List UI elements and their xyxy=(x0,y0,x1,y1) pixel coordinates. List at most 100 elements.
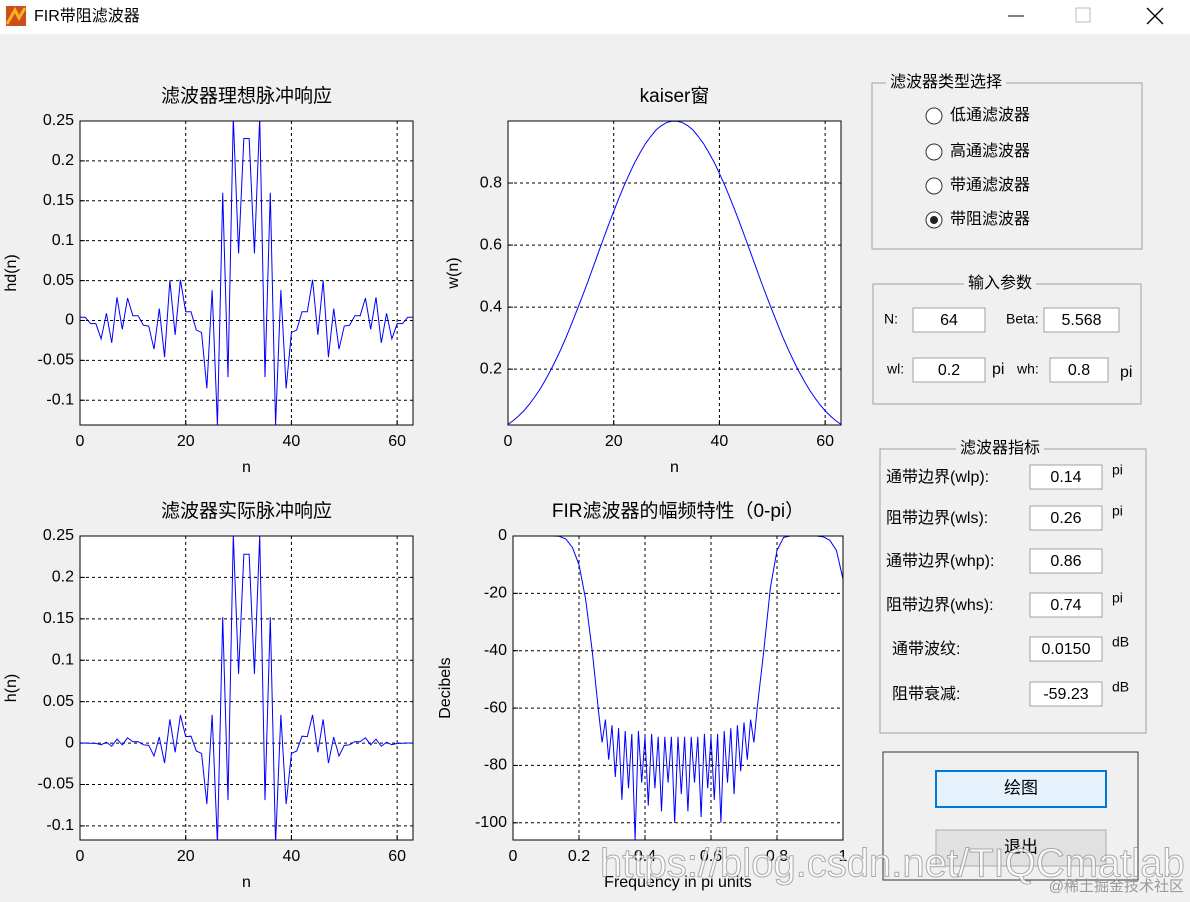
plot-area xyxy=(80,121,413,425)
spec-label: 通带边界(whp): xyxy=(886,552,994,570)
x-tick-label: 40 xyxy=(711,433,729,450)
radio-button[interactable] xyxy=(925,143,943,161)
axes-box xyxy=(79,120,414,426)
x-tick-label: 1 xyxy=(839,848,848,865)
spec-unit: pi xyxy=(1112,462,1123,478)
button[interactable] xyxy=(935,829,1107,867)
plot-area xyxy=(80,536,413,840)
watermarks: https://blog.csdn.net/TIQCmatlab@稀土掘金技术社… xyxy=(600,841,1186,895)
panel-border xyxy=(882,751,1139,881)
radio-label: 高通滤波器 xyxy=(950,142,1030,160)
y-tick-label: -40 xyxy=(484,642,507,659)
watermark: https://blog.csdn.net/TIQCmatlab xyxy=(600,842,1185,886)
text-field[interactable] xyxy=(1029,505,1103,531)
panel-title-bg xyxy=(955,439,1045,458)
text-field-value: 0.74 xyxy=(1050,597,1081,614)
button-label: 退出 xyxy=(1004,837,1038,856)
x-tick-label: 0 xyxy=(76,433,85,450)
spec-unit: dB xyxy=(1112,634,1129,650)
y-tick-label: -0.05 xyxy=(38,352,75,369)
y-tick-label: -0.1 xyxy=(46,817,74,834)
button[interactable] xyxy=(935,770,1107,808)
y-tick-label: 0 xyxy=(65,312,74,329)
field-unit: pi xyxy=(1120,364,1132,381)
y-tick-label: 0.05 xyxy=(43,272,74,289)
x-tick-label: 40 xyxy=(283,433,301,450)
text-field-value: 0.8 xyxy=(1068,362,1090,379)
text-field[interactable] xyxy=(1029,681,1103,707)
panel-title: 滤波器指标 xyxy=(960,439,1040,457)
x-tick-label: 20 xyxy=(177,848,195,865)
spec-label: 通带波纹: xyxy=(892,640,960,658)
x-tick-label: 20 xyxy=(177,433,195,450)
chart-title: kaiser窗 xyxy=(640,85,710,107)
radio-button[interactable] xyxy=(925,177,943,195)
y-tick-label: 0.15 xyxy=(43,610,74,627)
chart-title: FIR滤波器的幅频特性（0-pi） xyxy=(552,500,804,522)
data-line xyxy=(80,536,413,840)
axes-box xyxy=(79,535,414,841)
x-axis-label: Frequency in pi units xyxy=(604,874,752,891)
x-tick-label: 60 xyxy=(816,433,834,450)
title-bar xyxy=(0,0,1190,34)
text-field[interactable] xyxy=(1029,636,1103,662)
y-tick-label: -100 xyxy=(475,814,507,831)
radio-label: 带通滤波器 xyxy=(950,176,1030,194)
y-tick-label: 0.2 xyxy=(52,152,74,169)
app-icon-glyph xyxy=(5,6,27,25)
panel-title: 输入参数 xyxy=(968,274,1032,292)
y-tick-label: 0.1 xyxy=(52,651,74,668)
axes-box xyxy=(512,535,844,841)
y-tick-label: -20 xyxy=(484,585,507,602)
y-tick-label: 0.1 xyxy=(52,232,74,249)
button-label: 绘图 xyxy=(1004,778,1038,797)
x-tick-label: 20 xyxy=(605,433,623,450)
plot-area xyxy=(508,121,841,425)
y-tick-label: 0 xyxy=(65,734,74,751)
text-field[interactable] xyxy=(912,357,986,383)
text-field[interactable] xyxy=(1043,307,1120,333)
y-axis-label: w(n) xyxy=(445,257,462,289)
text-field-value: 0.0150 xyxy=(1042,641,1091,658)
text-field[interactable] xyxy=(1029,548,1103,574)
x-tick-label: 60 xyxy=(388,433,406,450)
text-field-value: -59.23 xyxy=(1043,686,1088,703)
field-unit: pi xyxy=(992,361,1004,378)
spec-unit: pi xyxy=(1112,590,1123,606)
y-tick-label: -60 xyxy=(484,699,507,716)
y-tick-label: -80 xyxy=(484,757,507,774)
axes: 0 20 40 60 -0.1 -0.05 0 0.05 0.1 0.15 0.2 0.25 滤波器实际… xyxy=(3,500,414,891)
text-field[interactable] xyxy=(912,307,986,333)
chart-title: 滤波器实际脉冲响应 xyxy=(161,500,332,522)
x-tick-label: 60 xyxy=(388,848,406,865)
y-tick-label: 0.8 xyxy=(480,174,502,191)
field-label: N: xyxy=(884,311,898,327)
y-tick-label: 0.2 xyxy=(52,569,74,586)
x-tick-label: 0 xyxy=(504,433,513,450)
spec-label: 通带边界(wlp): xyxy=(886,468,989,486)
y-axis-label: Decibels xyxy=(437,657,454,718)
x-tick-label: 0.4 xyxy=(634,848,656,865)
close-button[interactable] xyxy=(1146,7,1164,25)
y-tick-label: 0.25 xyxy=(43,112,74,129)
y-axis-label: h(n) xyxy=(3,674,20,702)
field-label: Beta: xyxy=(1006,311,1039,327)
text-field[interactable] xyxy=(1049,357,1109,383)
text-field-value: 0.2 xyxy=(938,362,960,379)
panel-border xyxy=(871,82,1143,250)
y-tick-label: -0.1 xyxy=(46,391,74,408)
text-field[interactable] xyxy=(1029,464,1103,490)
field-label: wl: xyxy=(886,361,904,377)
radio-button[interactable] xyxy=(925,107,943,125)
radio-label: 低通滤波器 xyxy=(950,106,1030,124)
data-line xyxy=(80,121,413,425)
text-field[interactable] xyxy=(1029,592,1103,618)
panel-title-bg xyxy=(963,274,1037,293)
y-tick-label: 0 xyxy=(498,527,507,544)
window-title: FIR带阻滤波器 xyxy=(34,7,140,25)
y-axis-label: hd(n) xyxy=(3,254,20,291)
panel-title-bg xyxy=(886,73,1007,92)
maximize-button[interactable] xyxy=(1075,7,1091,23)
